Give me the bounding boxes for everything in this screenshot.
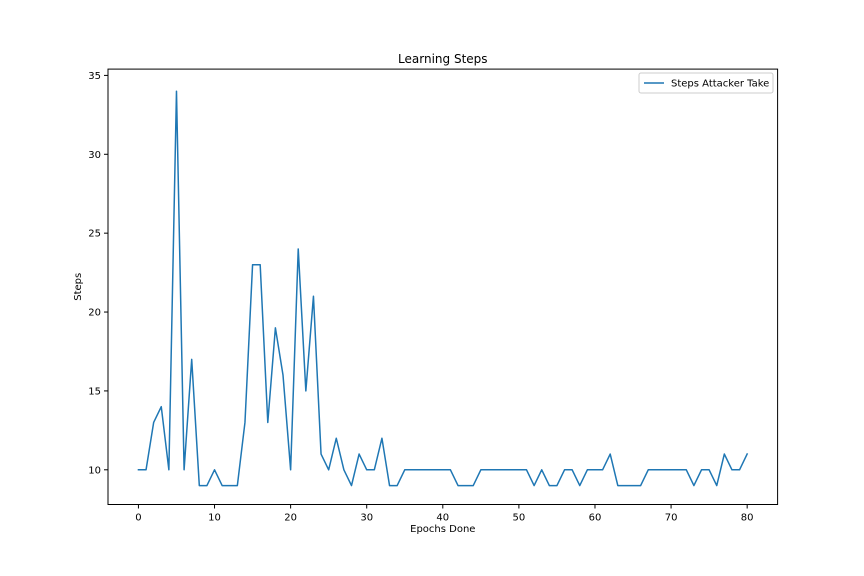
chart-title: Learning Steps bbox=[398, 52, 487, 66]
x-tick-label-70: 70 bbox=[665, 513, 678, 524]
x-tick-label-40: 40 bbox=[436, 513, 449, 524]
series-layer bbox=[137, 90, 749, 487]
y-tick-label-35: 35 bbox=[88, 71, 101, 82]
series-line-0 bbox=[137, 90, 749, 487]
x-tick-label-80: 80 bbox=[741, 513, 754, 524]
legend-label: Steps Attacker Take bbox=[671, 79, 769, 90]
legend-box bbox=[638, 72, 774, 94]
y-tick-label-15: 15 bbox=[88, 386, 101, 397]
y-tick-label-10: 10 bbox=[88, 465, 101, 476]
x-tick-label-50: 50 bbox=[513, 513, 526, 524]
legend: Steps Attacker Take bbox=[638, 72, 774, 94]
x-tick-label-20: 20 bbox=[284, 513, 297, 524]
x-tick-label-30: 30 bbox=[360, 513, 373, 524]
y-tick-label-30: 30 bbox=[88, 150, 101, 161]
y-tick-label-20: 20 bbox=[88, 308, 101, 319]
x-tick-label-10: 10 bbox=[208, 513, 221, 524]
x-tick-label-60: 60 bbox=[589, 513, 602, 524]
y-axis-label: Steps bbox=[73, 273, 84, 301]
x-tick-label-0: 0 bbox=[135, 513, 141, 524]
plot-frame bbox=[107, 68, 779, 505]
axis-ticks: 0 10 20 30 40 50 60 70 80 10 15 20 25 30 35 bbox=[88, 71, 753, 524]
x-axis-label: Epochs Done bbox=[410, 524, 475, 535]
y-tick-label-25: 25 bbox=[88, 229, 101, 240]
